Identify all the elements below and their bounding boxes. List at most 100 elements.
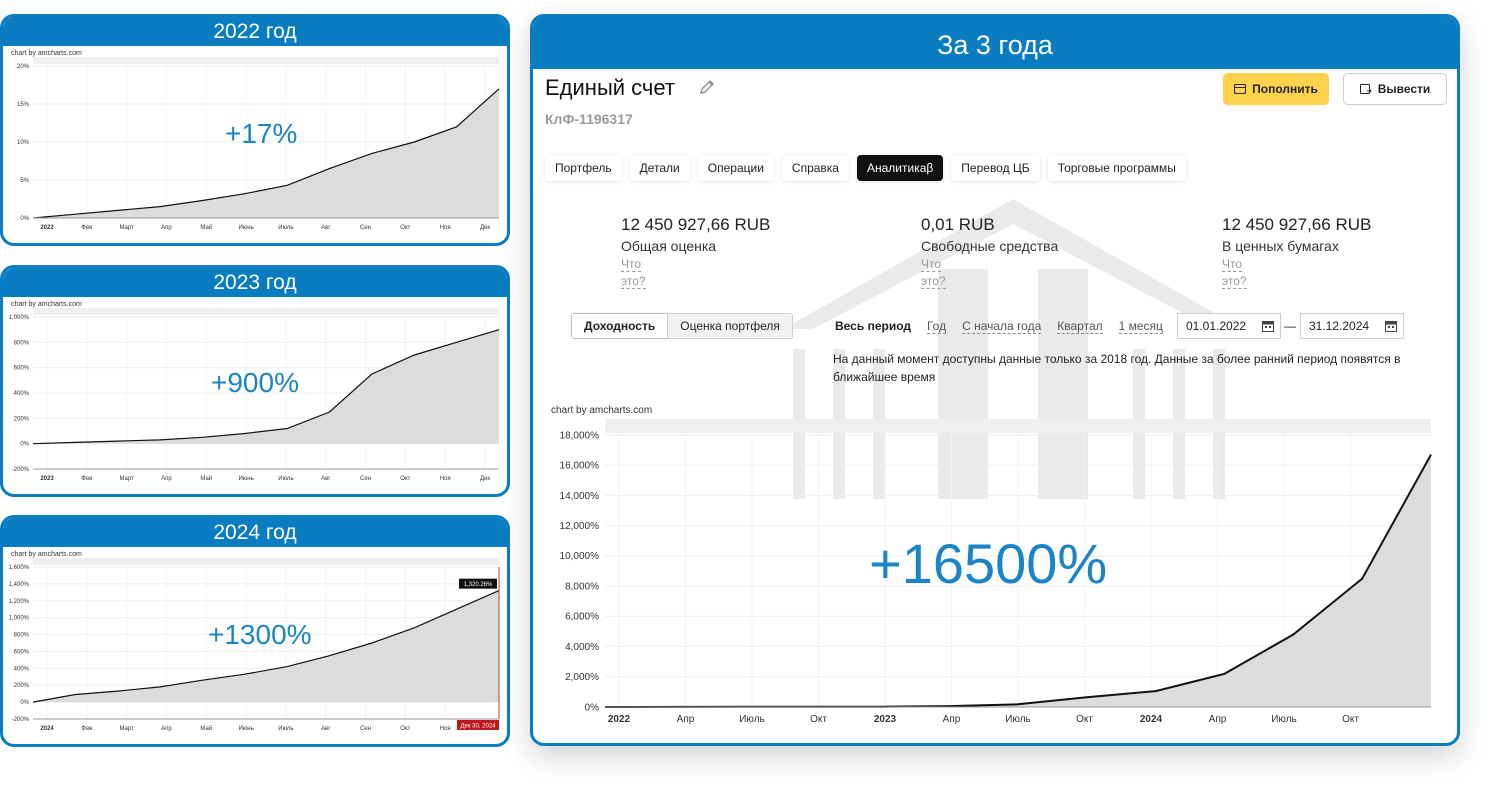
hint-line1: Что — [1222, 257, 1243, 272]
edit-icon[interactable] — [699, 79, 715, 95]
chart-credit: chart by amcharts.com — [551, 405, 653, 416]
y-tick-label: 4,000% — [565, 642, 599, 653]
chart-2024: 1,600% 1,400% 1,200% 1,000% 800% 600% 400% 200%… — [9, 558, 500, 732]
withdraw-icon — [1359, 84, 1372, 94]
cursor-date-box — [457, 720, 499, 730]
y-tick-label: 0% — [20, 442, 29, 448]
y-tick-label: 10% — [17, 140, 30, 146]
x-tick-label: Сен — [360, 726, 371, 732]
stat-label: В ценных бумагах — [1222, 238, 1339, 254]
period-all[interactable]: Весь период — [835, 319, 911, 333]
y-tick-label: 5% — [20, 178, 29, 184]
scrollbar-band[interactable] — [33, 308, 499, 315]
hint-line1: Что — [621, 257, 642, 272]
chart-area: chart by amcharts.com 1,000% 800% 600% 400%… — [3, 297, 507, 494]
tab-trading-programs[interactable]: Торговые программы — [1047, 155, 1186, 181]
calendar-icon[interactable] — [1262, 320, 1274, 332]
series-area — [33, 590, 499, 703]
withdraw-button[interactable]: Вывести — [1343, 73, 1447, 105]
date-from-field[interactable]: 01.01.2022 — [1177, 313, 1281, 339]
tooltip-value: 1,320.26% — [464, 582, 493, 588]
x-tick-label: Июль — [1271, 714, 1297, 725]
x-tick-label: Окт — [400, 476, 410, 482]
card-2024: 2024 год chart by amcharts.com 1,600% 1,4… — [0, 515, 510, 747]
tab-operations[interactable]: Операции — [697, 155, 774, 181]
chart-area: chart by amcharts.com 18,000% 16,000% 14,0… — [543, 405, 1437, 740]
x-tick-label: Фев — [81, 225, 92, 231]
scrollbar-band[interactable] — [605, 419, 1431, 433]
toggle-portfolio-value[interactable]: Оценка портфеля — [667, 314, 792, 338]
y-tick-label: 6,000% — [565, 612, 599, 623]
x-tick-label: Июль — [278, 225, 293, 231]
series-area — [33, 88, 499, 218]
scrollbar-band[interactable] — [33, 57, 499, 64]
y-tick-label: 1,000% — [9, 315, 30, 321]
y-tick-label: 800% — [14, 340, 30, 346]
topup-button[interactable]: Пополнить — [1223, 73, 1329, 105]
card-2023: 2023 год chart by amcharts.com 1,000% 800… — [0, 265, 510, 497]
topup-label: Пополнить — [1252, 82, 1318, 96]
y-tick-label: 1,600% — [9, 565, 30, 571]
y-tick-label: 16,000% — [560, 461, 600, 472]
calendar-icon[interactable] — [1385, 320, 1397, 332]
tab-details[interactable]: Детали — [629, 155, 690, 181]
tab-transfer[interactable]: Перевод ЦБ — [951, 155, 1040, 181]
period-selector: Весь период Год С начала года Квартал 1 … — [835, 319, 1163, 334]
x-tick-label: Дек — [480, 225, 490, 231]
period-year[interactable]: Год — [926, 319, 947, 334]
chart-2023: 1,000% 800% 600% 400% 200% 0% -200% 2023 Фев Март… — [9, 308, 500, 482]
stat-securities: 12 450 927,66 RUB В ценных бумагах Что эт… — [1222, 215, 1371, 290]
y-tick-label: 2,000% — [565, 672, 599, 683]
scrollbar-band[interactable] — [33, 558, 499, 565]
y-tick-label: 12,000% — [560, 521, 600, 532]
chart-credit: chart by amcharts.com — [11, 551, 82, 558]
date-from-value: 01.01.2022 — [1186, 319, 1247, 333]
y-tick-label: 0% — [20, 216, 29, 222]
x-tick-label: Март — [119, 476, 134, 482]
period-quarter[interactable]: Квартал — [1057, 319, 1103, 334]
x-tick-label: Апр — [161, 225, 172, 231]
chart-credit: chart by amcharts.com — [11, 301, 82, 308]
tab-portfolio[interactable]: Портфель — [545, 155, 622, 181]
y-tick-label: 1,400% — [9, 582, 30, 588]
tab-help[interactable]: Справка — [781, 155, 849, 181]
stat-label: Общая оценка — [621, 238, 717, 254]
x-tick-label: Апр — [677, 714, 695, 725]
date-separator: — — [1284, 319, 1296, 333]
y-tick-label: 200% — [14, 683, 30, 689]
stat-label: Свободные средства — [921, 238, 1059, 254]
y-tick-label: 0% — [20, 700, 29, 706]
stat-value: 12 450 927,66 RUB — [621, 215, 771, 234]
x-tick-label: 2024 — [1140, 714, 1163, 725]
y-tick-label: 15% — [17, 102, 30, 108]
x-tick-label: Июнь — [238, 476, 253, 482]
hint-line1: Что — [921, 257, 942, 272]
y-tick-label: 10,000% — [560, 551, 600, 562]
stat-hint[interactable]: Что это? — [921, 256, 969, 290]
account-id: КлФ-1196317 — [545, 111, 633, 127]
series-area — [33, 329, 499, 444]
period-month[interactable]: 1 месяц — [1118, 319, 1163, 334]
stat-hint[interactable]: Что это? — [1222, 256, 1270, 290]
stat-hint[interactable]: Что это? — [621, 256, 669, 290]
x-tick-label: 2023 — [874, 714, 897, 725]
y-tick-label: 600% — [14, 649, 30, 655]
x-tick-label: Ноя — [440, 726, 451, 732]
stat-total-value: 12 450 927,66 RUB Общая оценка Что это? — [621, 215, 770, 290]
toggle-yield[interactable]: Доходность — [572, 314, 668, 338]
card-title: За 3 года — [533, 17, 1457, 69]
x-tick-label: Окт — [810, 714, 827, 725]
date-to-field[interactable]: 31.12.2024 — [1300, 313, 1404, 339]
chart-area: chart by amcharts.com 1,600% 1,400% 1,200%… — [3, 547, 507, 744]
x-tick-label: Окт — [1342, 714, 1359, 725]
chart-mode-toggle: Доходность Оценка портфеля — [571, 313, 793, 339]
x-tick-label: Май — [200, 725, 212, 732]
tab-analytics[interactable]: Аналитикаβ — [856, 155, 944, 181]
cursor-date-label: Дек 30, 2024 — [460, 724, 496, 730]
x-tick-label: Фев — [81, 726, 92, 732]
x-tick-label: Авг — [321, 476, 331, 482]
x-tick-label: Март — [119, 726, 134, 732]
period-ytd[interactable]: С начала года — [962, 319, 1042, 334]
x-tick-label: Июль — [278, 726, 293, 732]
x-tick-label: Сен — [360, 225, 371, 231]
